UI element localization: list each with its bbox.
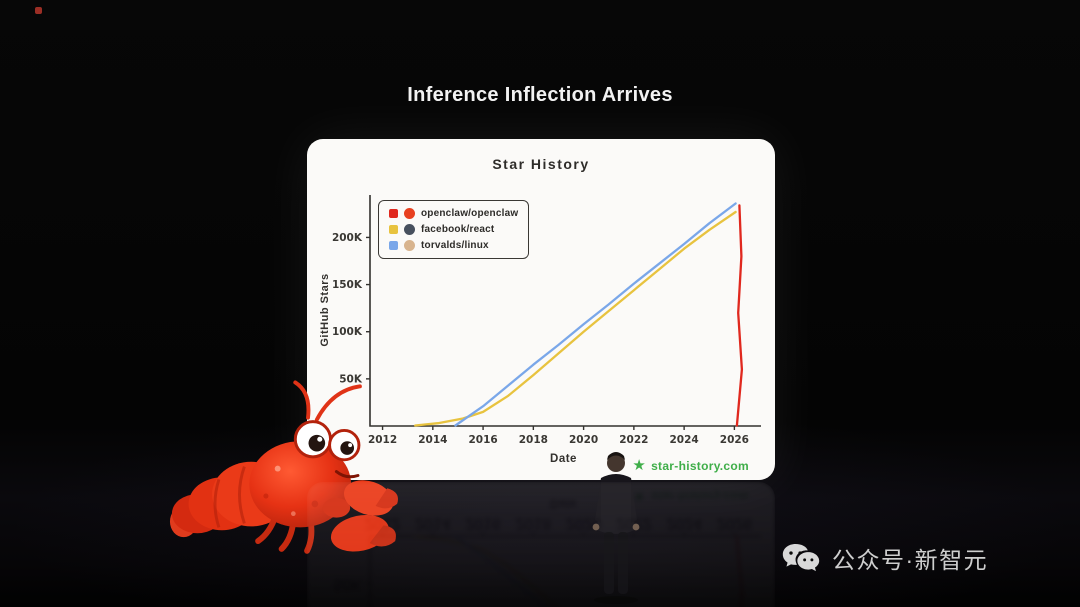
y-axis-label: GitHub Stars <box>319 597 331 607</box>
legend-item: torvalds/linux <box>389 240 518 251</box>
x-tick-label: 2024 <box>666 515 702 532</box>
legend-swatch <box>389 209 398 218</box>
star-history-watermark: ★ star-history.com <box>632 488 749 505</box>
record-indicator-dot <box>35 7 42 14</box>
chart-title: Star History <box>492 156 590 172</box>
legend-label: torvalds/linux <box>421 240 489 251</box>
legend-swatch <box>389 225 398 234</box>
presenter-head <box>607 454 625 472</box>
lobster-mascot-image <box>169 380 398 554</box>
legend-avatar <box>404 224 415 235</box>
legend-label: facebook/react <box>421 224 495 235</box>
y-tick-label: 100K <box>332 326 363 338</box>
lobster-mouth <box>334 470 360 479</box>
presenter-jacket <box>597 474 635 534</box>
x-tick-label: 2014 <box>415 515 451 532</box>
y-tick-label: 200K <box>332 232 363 244</box>
lobster-antenna <box>293 380 311 420</box>
x-tick-label: 2026 <box>720 434 749 446</box>
x-tick-label: 2012 <box>368 434 397 446</box>
legend-label: openclaw/openclaw <box>421 208 519 219</box>
chart-axes <box>369 195 761 427</box>
presenter-figure <box>592 452 640 604</box>
y-tick-label: 50K <box>339 373 363 385</box>
x-tick-label: 2018 <box>516 515 552 532</box>
star-history-watermark-text: star-history.com <box>651 489 749 504</box>
x-axis-label: Date <box>550 453 577 465</box>
y-tick-label: 150K <box>332 279 363 291</box>
star-history-watermark: ★ star-history.com <box>632 458 749 473</box>
x-tick-label: 2022 <box>619 434 648 446</box>
legend-avatar <box>404 240 415 251</box>
star-history-watermark-text: star-history.com <box>651 458 749 473</box>
chart-axes <box>369 535 761 607</box>
y-axis-label: GitHub Stars <box>319 273 331 347</box>
slide-title: Inference Inflection Arrives <box>407 84 673 106</box>
x-axis-label: Date <box>550 497 577 509</box>
legend-item: facebook/react <box>389 224 518 235</box>
legend-swatch <box>389 241 398 250</box>
x-tick-label: 2018 <box>519 434 548 446</box>
series-line-torvalds-linux <box>454 202 737 427</box>
y-tick-label: 50K <box>334 576 363 593</box>
x-tick-label: 2024 <box>670 434 699 446</box>
series-line-openclaw-openclaw <box>735 204 744 427</box>
star-history-chart: 50K 100K 150K 200K 2012 2014 2016 2018 2020 2022 2… <box>332 195 761 446</box>
wechat-icon <box>782 543 820 571</box>
x-tick-label: 2020 <box>569 434 598 446</box>
chart-card: Star History 50K 100K 150K 200K 2012 2014 2016… <box>307 139 775 480</box>
legend-item: openclaw/openclaw <box>389 208 518 219</box>
chart-legend: openclaw/openclaw facebook/react torvalds/… <box>378 200 530 259</box>
series-line-facebook-react <box>414 535 559 607</box>
x-tick-label: 2016 <box>468 434 497 446</box>
wechat-watermark: 公众号·新智元 <box>781 541 988 575</box>
legend-avatar <box>404 208 415 219</box>
x-tick-label: 2026 <box>717 515 753 532</box>
series-line-openclaw-openclaw <box>735 535 744 607</box>
lobster-antenna <box>314 384 362 422</box>
x-tick-label: 2016 <box>465 515 501 532</box>
wechat-watermark-text: 公众号·新智元 <box>832 547 989 573</box>
x-tick-label: 2014 <box>418 434 447 446</box>
star-icon: ★ <box>632 457 647 474</box>
